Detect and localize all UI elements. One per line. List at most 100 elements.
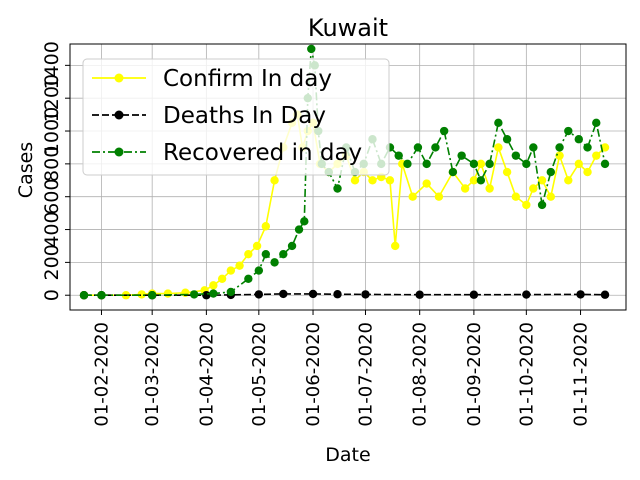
- data-point: [511, 192, 521, 201]
- data-point: [431, 143, 440, 152]
- y-tick-label: 0: [41, 289, 63, 301]
- data-point: [261, 222, 271, 231]
- y-tick-label: 1400: [41, 41, 63, 89]
- data-point: [217, 274, 227, 284]
- y-axis-label: Cases: [15, 142, 37, 198]
- x-axis-label: Date: [325, 444, 370, 466]
- data-point: [555, 143, 564, 152]
- data-point: [564, 176, 573, 185]
- data-point: [574, 159, 583, 169]
- data-point: [537, 200, 547, 210]
- data-point: [137, 290, 146, 299]
- data-point: [546, 192, 556, 201]
- data-point: [422, 179, 431, 188]
- data-point: [226, 266, 236, 275]
- data-point: [600, 290, 610, 299]
- legend-label: Recovered in day: [163, 140, 362, 166]
- x-tick-label: 01-04-2020: [196, 322, 217, 427]
- data-point: [511, 151, 521, 160]
- legend-label: Confirm In day: [163, 66, 332, 92]
- data-point: [368, 176, 377, 185]
- data-point: [600, 159, 610, 169]
- data-point: [522, 200, 531, 210]
- x-tick-label: 01-09-2020: [464, 322, 485, 427]
- x-tick-label: 01-03-2020: [142, 322, 163, 427]
- x-tick-label: 01-07-2020: [355, 322, 376, 427]
- data-point: [361, 290, 370, 299]
- data-point: [494, 118, 503, 128]
- chart-title: Kuwait: [308, 14, 388, 42]
- data-point: [209, 289, 218, 298]
- x-tick-label: 01-11-2020: [571, 322, 592, 427]
- data-point: [537, 176, 547, 185]
- x-tick-label: 01-06-2020: [303, 322, 324, 427]
- data-point: [546, 167, 556, 177]
- legend: Confirm In day Deaths In Day Recovered in …: [82, 58, 390, 176]
- data-point: [147, 291, 157, 300]
- data-point: [261, 249, 271, 259]
- y-tick-label: 400: [41, 211, 63, 247]
- data-point: [460, 184, 470, 193]
- data-point: [244, 249, 253, 259]
- data-point: [350, 176, 360, 185]
- legend-marker: [114, 110, 124, 120]
- x-tick-label: 01-08-2020: [410, 322, 431, 427]
- data-point: [469, 290, 479, 299]
- y-tick-label: 1200: [41, 74, 63, 122]
- data-point: [422, 159, 431, 169]
- data-point: [469, 176, 479, 185]
- data-point: [485, 184, 494, 193]
- data-point: [592, 118, 601, 128]
- data-point: [448, 167, 458, 177]
- data-point: [254, 266, 264, 275]
- data-point: [403, 159, 412, 169]
- data-point: [202, 291, 211, 300]
- data-point: [270, 258, 279, 267]
- data-point: [592, 151, 601, 160]
- data-point: [494, 143, 503, 152]
- data-point: [333, 184, 342, 193]
- data-point: [254, 290, 264, 299]
- data-point: [294, 225, 304, 234]
- data-point: [307, 44, 316, 54]
- data-point: [163, 289, 173, 298]
- data-point: [502, 167, 512, 177]
- plot-frame: [69, 43, 627, 311]
- data-point: [583, 143, 592, 152]
- data-point: [235, 261, 244, 270]
- data-point: [469, 159, 479, 169]
- legend-marker: [114, 147, 124, 157]
- data-point: [583, 167, 592, 177]
- data-point: [502, 135, 512, 144]
- data-point: [555, 151, 564, 160]
- data-point: [485, 159, 494, 169]
- data-point: [529, 184, 538, 193]
- data-point: [413, 143, 423, 152]
- data-point: [252, 241, 262, 251]
- data-point: [189, 290, 199, 299]
- data-point: [279, 289, 288, 299]
- data-point: [79, 291, 89, 300]
- data-point: [300, 217, 309, 226]
- data-point: [226, 287, 236, 297]
- data-point: [476, 176, 486, 185]
- data-point: [600, 143, 610, 152]
- data-point: [308, 289, 318, 299]
- data-point: [457, 151, 466, 160]
- data-point: [529, 143, 538, 152]
- data-point: [574, 135, 583, 144]
- data-point: [576, 290, 585, 299]
- data-point: [385, 176, 395, 185]
- x-tick-label: 01-05-2020: [249, 322, 270, 427]
- data-point: [564, 126, 573, 136]
- data-point: [209, 281, 218, 290]
- data-point: [522, 159, 531, 169]
- data-point: [522, 290, 531, 299]
- data-point: [270, 176, 279, 185]
- legend-marker: [114, 73, 124, 83]
- data-point: [476, 159, 486, 169]
- data-point: [279, 249, 288, 259]
- legend-label: Deaths In Day: [163, 103, 326, 129]
- legend-box: [82, 58, 390, 176]
- y-tick-label: 200: [41, 244, 63, 280]
